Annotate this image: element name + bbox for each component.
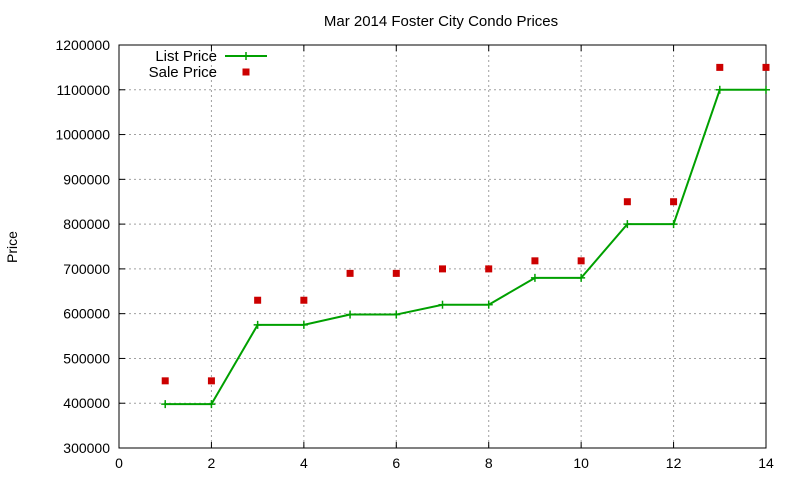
grid	[119, 45, 766, 448]
y-tick-label: 1000000	[55, 127, 110, 143]
x-tick-label: 0	[115, 455, 123, 471]
sale-price-point	[670, 198, 678, 206]
y-axis-label: Price	[4, 231, 20, 263]
list-price-point	[577, 273, 586, 282]
sale-price-point	[485, 265, 493, 273]
sale-price-point	[623, 198, 631, 206]
y-tick-label: 1100000	[57, 82, 111, 98]
sale-price-point	[716, 63, 724, 71]
chart-title: Mar 2014 Foster City Condo Prices	[324, 13, 558, 30]
sale-price-point	[254, 296, 262, 304]
y-tick-label: 300000	[63, 440, 110, 456]
list-price-point	[530, 273, 539, 282]
legend-label-list-price: List Price	[155, 48, 217, 65]
sale-price-point	[207, 377, 215, 385]
y-tick-label: 700000	[63, 261, 110, 277]
list-price-point	[346, 310, 355, 319]
axis-ticks: 0 2 4 6 8 10 12 14 300000 400000 500000 600000 70000…	[55, 37, 774, 471]
list-price-line	[165, 88, 766, 406]
legend-marker-sale-price	[242, 68, 250, 76]
list-price-point	[715, 85, 724, 94]
x-tick-label: 2	[208, 455, 216, 471]
x-tick-label: 4	[300, 455, 308, 471]
legend-marker-list-price	[242, 52, 250, 60]
sale-price-point	[531, 257, 539, 265]
plot-frame	[118, 44, 767, 449]
sale-price-point	[577, 257, 585, 265]
series-layer	[161, 63, 770, 409]
sale-price-point	[439, 265, 446, 273]
y-tick-label: 900000	[63, 171, 110, 187]
list-price-point	[161, 400, 170, 409]
list-price-point	[484, 300, 493, 309]
sale-price-point	[346, 269, 354, 277]
sale-price-point	[762, 63, 770, 71]
list-price-point	[438, 300, 447, 309]
x-tick-label: 8	[485, 455, 493, 471]
list-price-point	[253, 320, 262, 329]
x-tick-label: 6	[392, 455, 400, 471]
list-price-point	[392, 310, 401, 319]
list-price-point	[762, 85, 770, 94]
list-price-point	[669, 220, 678, 229]
x-tick-label: 12	[666, 455, 682, 471]
y-tick-label: 400000	[63, 395, 110, 411]
sale-price-point	[300, 296, 308, 304]
list-price-point	[299, 320, 308, 329]
y-tick-label: 1200000	[55, 37, 110, 53]
x-tick-label: 14	[758, 455, 774, 471]
y-tick-label: 500000	[63, 350, 110, 366]
y-tick-label: 600000	[63, 306, 110, 322]
x-tick-label: 10	[573, 455, 589, 471]
sale-price-point	[161, 377, 169, 385]
sale-price-point	[392, 269, 400, 277]
y-tick-label: 800000	[63, 216, 110, 232]
list-price-point	[207, 400, 216, 409]
legend-label-sale-price: Sale Price	[149, 64, 217, 81]
list-price-point	[623, 220, 632, 229]
